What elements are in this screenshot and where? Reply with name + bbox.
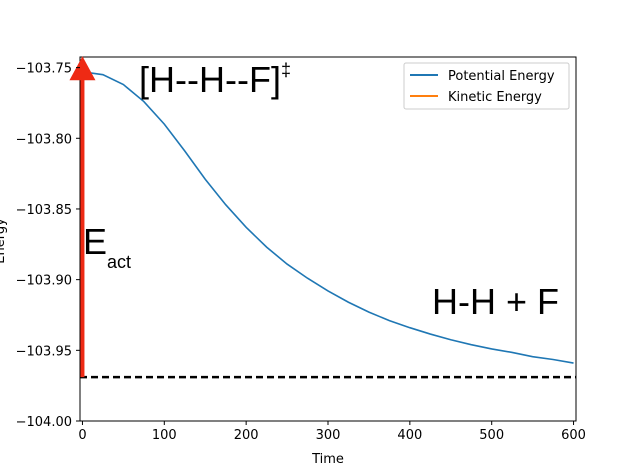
- y-tick-label: −104.00: [16, 415, 72, 430]
- x-tick-label: 500: [479, 428, 504, 443]
- activation-arrow-head: [69, 56, 96, 81]
- x-tick-label: 600: [561, 428, 586, 443]
- x-tick-label: 300: [316, 428, 341, 443]
- legend-label-potential: Potential Energy: [448, 69, 555, 84]
- activation-energy-main: E: [83, 221, 107, 262]
- legend-box: [403, 62, 570, 110]
- transition-state-label: [H--H--F]‡: [139, 59, 291, 100]
- products-label: H-H + F: [432, 281, 559, 322]
- x-tick-label: 200: [234, 428, 259, 443]
- y-axis-title: Energy: [0, 218, 8, 264]
- x-tick-label: 400: [397, 428, 422, 443]
- legend: Potential Energy Kinetic Energy: [403, 62, 570, 110]
- x-ticks: 0 100 200 300 400 500 600: [78, 421, 586, 443]
- y-tick-label: −103.85: [16, 203, 72, 218]
- transition-state-text: [H--H--F]: [139, 59, 281, 100]
- plot-frame: [79, 56, 577, 422]
- x-axis-title: Time: [311, 452, 344, 467]
- y-ticks: −103.75 −103.80 −103.85 −103.90 −103.95 −104.…: [16, 62, 80, 430]
- legend-label-kinetic: Kinetic Energy: [448, 90, 542, 105]
- y-tick-label: −103.90: [16, 274, 72, 289]
- x-tick-label: 100: [152, 428, 177, 443]
- activation-energy-label: Eact: [83, 221, 131, 272]
- y-tick-label: −103.75: [16, 62, 72, 77]
- y-tick-label: −103.95: [16, 344, 72, 359]
- y-tick-label: −103.80: [16, 132, 72, 147]
- transition-state-superscript: ‡: [281, 60, 291, 80]
- arrow-layer: [69, 56, 96, 378]
- series-layer: [82, 71, 574, 364]
- series-line-potential-energy: [82, 71, 574, 364]
- x-tick-label: 0: [78, 428, 86, 443]
- activation-energy-subscript: act: [107, 252, 131, 272]
